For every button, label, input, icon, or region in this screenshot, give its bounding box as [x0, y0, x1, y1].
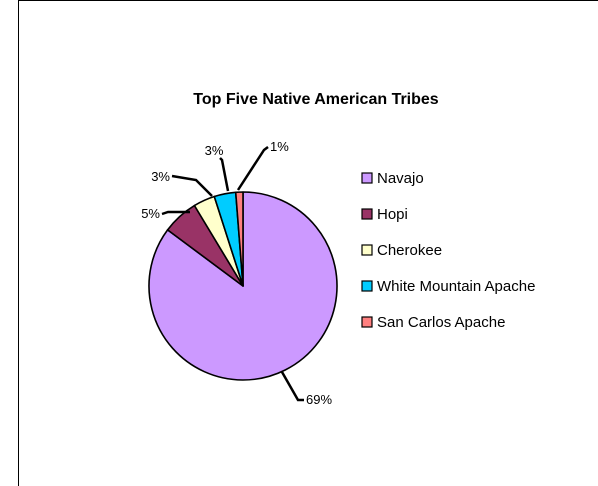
- pie-slice-san-carlos-apache: [234, 191, 244, 287]
- leader-line-white-mountain-apache: [219, 157, 230, 192]
- data-label-cherokee: 3%: [151, 169, 170, 184]
- data-label-hopi: 5%: [141, 206, 160, 221]
- data-label-navajo: 69%: [306, 392, 332, 407]
- legend-label-navajo: Navajo: [377, 170, 424, 187]
- legend: Navajo Hopi Cherokee White Mountain Apache S…: [361, 170, 535, 331]
- legend-label-san-carlos-apache: San Carlos Apache: [377, 314, 505, 331]
- chart-title: Top Five Native American Tribes: [193, 91, 439, 108]
- leader-line-navajo: [280, 371, 304, 402]
- leader-line-san-carlos-apache: [236, 146, 269, 191]
- legend-swatch-white-mountain-apache: [361, 280, 373, 292]
- data-label-white-mountain-apache: 3%: [205, 143, 224, 158]
- pie-slices: [148, 191, 338, 381]
- legend-swatch-hopi: [361, 208, 373, 220]
- legend-label-hopi: Hopi: [377, 206, 408, 223]
- legend-swatch-navajo: [361, 172, 373, 184]
- legend-swatch-san-carlos-apache: [361, 316, 373, 328]
- legend-swatch-cherokee: [361, 244, 373, 256]
- data-labels: 69% 5% 3% 3% 1%: [141, 139, 332, 407]
- leader-lines: [161, 146, 304, 402]
- legend-label-cherokee: Cherokee: [377, 242, 442, 259]
- legend-label-white-mountain-apache: White Mountain Apache: [377, 278, 535, 295]
- leader-line-hopi: [161, 210, 190, 216]
- data-label-san-carlos-apache: 1%: [270, 139, 289, 154]
- leader-line-cherokee: [171, 174, 213, 197]
